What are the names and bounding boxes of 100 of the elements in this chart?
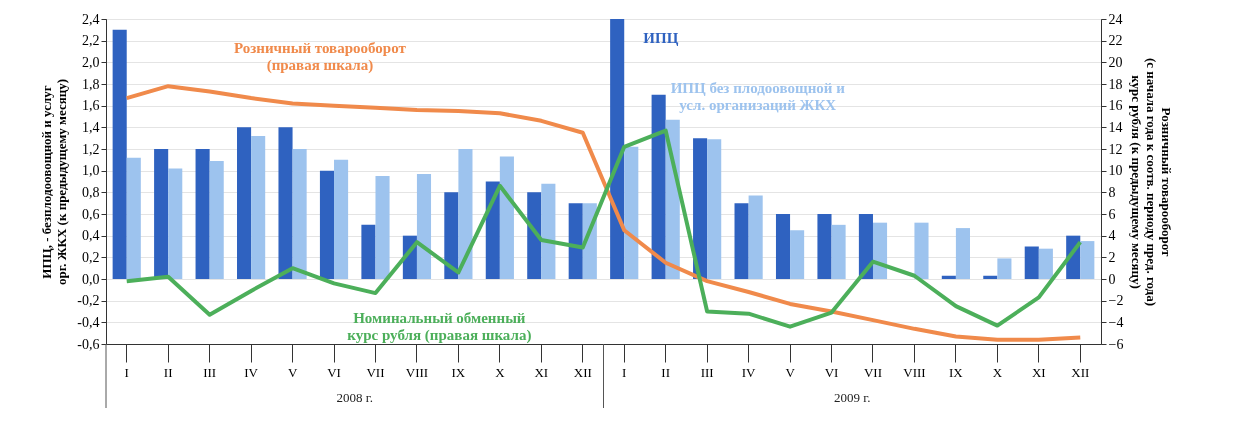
x-tick-label: XI <box>1031 364 1046 380</box>
bar <box>707 139 722 279</box>
bar <box>126 157 141 279</box>
bar <box>858 214 873 279</box>
bar <box>195 149 210 279</box>
bar <box>1080 241 1095 279</box>
bar <box>154 149 169 279</box>
bar <box>209 160 224 279</box>
y-tick-label: 0,8 <box>82 184 100 200</box>
y2-tick-label: 4 <box>1108 228 1116 244</box>
y2-tick-label: 20 <box>1108 54 1123 70</box>
bar <box>734 203 749 279</box>
bar <box>941 275 956 279</box>
x-tick-label: I <box>622 364 627 380</box>
x-tick-label: III <box>203 364 217 380</box>
bar <box>775 214 791 279</box>
text: 2008 г. <box>336 390 373 405</box>
bar <box>651 94 666 279</box>
bar <box>983 275 998 279</box>
y2-tick-label: 6 <box>1108 206 1116 222</box>
y-tick-label: 1,8 <box>82 76 100 92</box>
x-tick-label: VI <box>327 364 341 380</box>
bar <box>914 222 929 279</box>
bar <box>361 224 376 279</box>
y2-tick-label: −2 <box>1108 293 1124 309</box>
x-tick-label: V <box>785 364 796 380</box>
bar <box>831 224 846 279</box>
x-tick-label: IX <box>451 364 466 380</box>
y-tick-label: 2,4 <box>82 11 100 27</box>
y-tick-label: 1,4 <box>82 119 100 135</box>
bar <box>610 19 625 279</box>
y2-axis-title: Розничный товарооборот (с начала года к соотв. периоду пред. года) курс рубля (к предыдущему месяцу) <box>1129 57 1175 307</box>
y-tick-label: 1,0 <box>82 163 100 179</box>
bar <box>1024 246 1039 279</box>
bar <box>997 258 1012 279</box>
x-tick-label: XII <box>573 364 592 380</box>
x-tick-label: II <box>163 364 173 380</box>
y2-tick-label: −4 <box>1108 314 1124 330</box>
bar <box>624 146 639 279</box>
x-tick-label: III <box>700 364 714 380</box>
bar <box>499 156 514 279</box>
bar <box>444 192 459 279</box>
x-tick-label: IV <box>244 364 259 380</box>
y-tick-label: -0,2 <box>77 293 100 309</box>
bar <box>416 173 432 279</box>
y-tick-label: 1,2 <box>82 141 100 157</box>
bar <box>1038 248 1053 279</box>
y2-tick-label: 0 <box>1108 271 1116 287</box>
bar <box>748 195 763 279</box>
bar <box>237 127 252 279</box>
y2-tick-label: 22 <box>1108 33 1123 49</box>
bar <box>568 203 583 279</box>
x-tick-label: VII <box>366 364 385 380</box>
x-tick-label: I <box>124 364 129 380</box>
line-series <box>124 84 1083 342</box>
y-tick-label: -0,6 <box>77 336 100 352</box>
y2-tick-label: 2 <box>1108 249 1116 265</box>
x-tick-label: IX <box>949 364 964 380</box>
bar <box>458 149 473 279</box>
bar <box>872 222 888 279</box>
bar <box>375 176 390 279</box>
y-tick-label: -0,4 <box>77 314 100 330</box>
x-tick-label: IV <box>741 364 757 380</box>
x-tick-label: VIII <box>903 364 926 380</box>
x-tick-label: V <box>287 364 298 380</box>
bar <box>527 192 542 279</box>
y-tick-label: 0,4 <box>82 228 100 244</box>
x-tick-label: II <box>661 364 671 380</box>
y2-tick-label: 12 <box>1108 141 1123 157</box>
y-tick-label: 2,0 <box>82 54 100 70</box>
series-label: ИПЦ <box>643 30 679 46</box>
bar <box>334 159 349 279</box>
bar <box>168 168 183 279</box>
bar <box>319 170 335 279</box>
bar <box>693 138 708 279</box>
y-axis-title: ИПЦ, - безплодоовощной и услуг орг. ЖКХ (к предыдущему месяцу) <box>39 78 70 286</box>
y2-tick-label: 24 <box>1108 11 1123 27</box>
x-tick-label: X <box>992 364 1003 380</box>
x-tick-label: X <box>495 364 506 380</box>
series-label: Номинальный обменный курс рубля (правая шкала) <box>347 310 532 344</box>
line-series <box>124 128 1083 329</box>
x-tick-label: XII <box>1071 364 1090 380</box>
y2-tick-label: 14 <box>1108 119 1123 135</box>
bar <box>292 149 307 279</box>
bar <box>251 136 266 279</box>
text: 2009 г. <box>834 390 871 405</box>
y2-tick-label: 18 <box>1108 76 1123 92</box>
series-label: Розничный товарооборот (правая шкала) <box>233 40 407 74</box>
y-tick-label: 2,2 <box>82 33 100 49</box>
y-tick-label: 0,2 <box>82 249 100 265</box>
y-tick-label: 0,0 <box>82 271 100 287</box>
bar <box>112 29 127 279</box>
x-tick-label: VIII <box>405 364 429 380</box>
y2-tick-label: −6 <box>1108 336 1124 352</box>
y2-tick-label: 10 <box>1108 163 1123 179</box>
y2-tick-label: 8 <box>1108 184 1116 200</box>
bar <box>955 228 970 279</box>
bar <box>278 127 293 279</box>
y2-tick-label: 16 <box>1108 98 1123 114</box>
y-tick-label: 1,6 <box>82 98 100 114</box>
